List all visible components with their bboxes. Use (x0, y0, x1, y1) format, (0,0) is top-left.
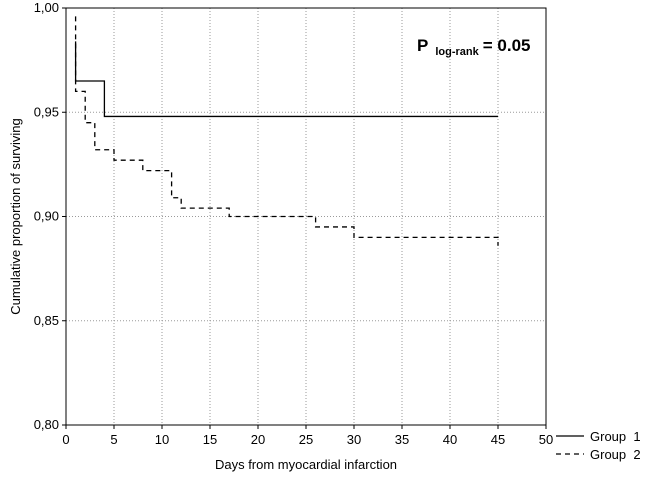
series-line-group-2 (74, 16, 499, 246)
y-tick-label: 0,85 (34, 313, 59, 328)
series-line-group-1 (74, 41, 498, 118)
x-tick-label: 25 (299, 432, 313, 447)
x-tick-label: 50 (539, 432, 553, 447)
x-tick-label: 5 (110, 432, 117, 447)
p-value-number: = 0.05 (483, 36, 531, 55)
y-tick-label: 1,00 (34, 0, 59, 15)
x-tick-label: 15 (203, 432, 217, 447)
series-group (74, 16, 499, 246)
x-axis-title: Days from myocardial infarction (215, 457, 397, 472)
y-tick-label: 0,95 (34, 104, 59, 119)
p-value-letter: P (417, 36, 428, 55)
axis-ticks: 0 5 10 15 20 25 30 35 40 45 50 0,80 0,85 0,90 0,95 1,00 (34, 0, 554, 447)
legend: Group 1 Group 2 (556, 429, 641, 462)
y-tick-label: 0,90 (34, 209, 59, 224)
legend-label-group-1: Group 1 (590, 429, 641, 444)
x-tick-label: 35 (395, 432, 409, 447)
x-tick-label: 10 (155, 432, 169, 447)
y-axis-title: Cumulative proportion of surviving (8, 118, 23, 315)
x-tick-label: 0 (62, 432, 69, 447)
x-tick-label: 30 (347, 432, 361, 447)
legend-label-group-2: Group 2 (590, 447, 641, 462)
x-tick-label: 20 (251, 432, 265, 447)
grid (66, 8, 546, 425)
x-tick-label: 40 (443, 432, 457, 447)
x-tick-label: 45 (491, 432, 505, 447)
p-value-subscript: log-rank (435, 46, 479, 58)
p-value-annotation: P log-rank = 0.05 (417, 36, 531, 59)
y-tick-label: 0,80 (34, 417, 59, 432)
